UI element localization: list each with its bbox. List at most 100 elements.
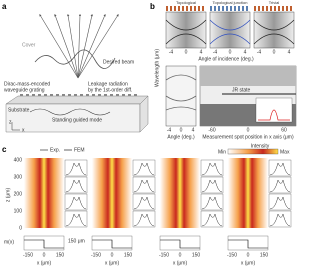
grating-tooth (50, 94, 53, 96)
heatmap (228, 158, 268, 228)
profile-curve (201, 196, 223, 210)
stripe (286, 6, 288, 11)
panel-label: b (150, 2, 155, 11)
grating-tooth (74, 94, 77, 96)
profile-curve (269, 213, 291, 227)
stripe (190, 6, 192, 11)
grating-tooth (104, 94, 107, 96)
z-tick-label: 400 (14, 157, 23, 163)
panel-b: b Topological -4 0 4 Topological junction -4 0… (150, 0, 297, 140)
grating-label: waveguide grating (4, 87, 45, 93)
x-tick-label: -150 (23, 252, 33, 258)
grating-tooth (116, 94, 119, 96)
x-tick-label: 0 (185, 49, 188, 55)
profile-curve (65, 213, 87, 227)
y-axis-label: Wavelength (μm) (154, 49, 160, 87)
x-tick-label: 4 (244, 49, 247, 55)
stripe (274, 6, 276, 11)
z-tick-label: 100 (14, 208, 23, 214)
mass-box (91, 235, 133, 251)
x-tick-label: 0 (229, 49, 232, 55)
stripe (222, 6, 224, 11)
stripe (242, 6, 244, 11)
stripe (198, 6, 200, 11)
panel-label: a (2, 2, 7, 11)
colorbar-min: Min (218, 149, 226, 155)
leakage-label: Leakage radiation (88, 81, 128, 87)
mass-profile (24, 239, 64, 249)
colorbar-title: Intensity (251, 143, 270, 149)
stripe (218, 6, 220, 11)
profile-curve (65, 162, 87, 176)
stripe (170, 6, 172, 11)
x-tick-label: -60 (208, 127, 215, 133)
heatmap (160, 158, 200, 228)
profile-curve (133, 179, 155, 193)
x-tick-label: 60 (281, 127, 287, 133)
panel-c: c Exp. FEM Intensity Min Max z (μm) m(x)… (2, 143, 292, 266)
mass-profile (228, 239, 268, 249)
stripe (174, 6, 176, 11)
x-tick-label: 4 (288, 49, 291, 55)
grating-tooth (62, 94, 65, 96)
stripe (234, 6, 236, 11)
stripe (226, 6, 228, 11)
x-tick-label: 4 (200, 49, 203, 55)
stripe (238, 6, 240, 11)
mass-box (23, 235, 65, 251)
z-axis-label: z (μm) (5, 188, 11, 203)
panel-title: Topological junction (213, 0, 248, 5)
stripe (290, 6, 292, 11)
mass-profile (92, 239, 132, 249)
stripe (258, 6, 260, 11)
profile-curve (269, 196, 291, 210)
stripe (230, 6, 232, 11)
stripe (210, 6, 212, 11)
x-tick-label: -4 (213, 49, 218, 55)
grating-tooth (38, 94, 41, 96)
heatmap (24, 158, 64, 228)
grating-tooth (86, 94, 89, 96)
panel-title: Topological (176, 0, 196, 5)
panel-title: Trivial (269, 0, 280, 5)
z-tick-label: 200 (14, 191, 23, 197)
scale-label: 150 μm (68, 238, 85, 244)
grating-tooth (68, 94, 71, 96)
mass-box (227, 235, 269, 251)
grating-tooth (128, 94, 131, 96)
x-tick-label: 0 (247, 127, 250, 133)
substrate-label: Substrate (8, 107, 30, 113)
x-tick-label: -4 (169, 49, 174, 55)
grating-tooth (32, 94, 35, 96)
x-axis-label: x (μm) (173, 260, 188, 266)
x-tick-label: -4 (167, 127, 172, 133)
colorbar-max: Max (280, 149, 290, 155)
legend-entry: Exp. (50, 147, 60, 153)
profile-curve (201, 162, 223, 176)
x-tick-label: 0 (180, 127, 183, 133)
mass-box (159, 235, 201, 251)
grating-tooth (44, 94, 47, 96)
x-tick-label: 0 (273, 49, 276, 55)
x-tick-label: -150 (159, 252, 169, 258)
profile-curve (133, 196, 155, 210)
mode-label: Standing guided mode (52, 117, 102, 123)
panel-label: c (2, 145, 7, 154)
profile-curve (201, 179, 223, 193)
grating-tooth (26, 94, 29, 96)
x-tick-label: 4 (192, 127, 195, 133)
jr-label: JR state (232, 87, 251, 93)
stripe (214, 6, 216, 11)
x-tick-label: 0 (43, 252, 46, 258)
m-label: m(x) (4, 239, 14, 245)
profile-curve (201, 213, 223, 227)
cover-label: Cover (22, 42, 36, 48)
stripe (282, 6, 284, 11)
band-curve (165, 19, 207, 45)
x-tick-label: 150 (260, 252, 269, 258)
x-tick-label: 0 (179, 252, 182, 258)
profile-curve (65, 196, 87, 210)
x-tick-label: -150 (91, 252, 101, 258)
stripe (166, 6, 168, 11)
axis-label: z (9, 119, 12, 125)
